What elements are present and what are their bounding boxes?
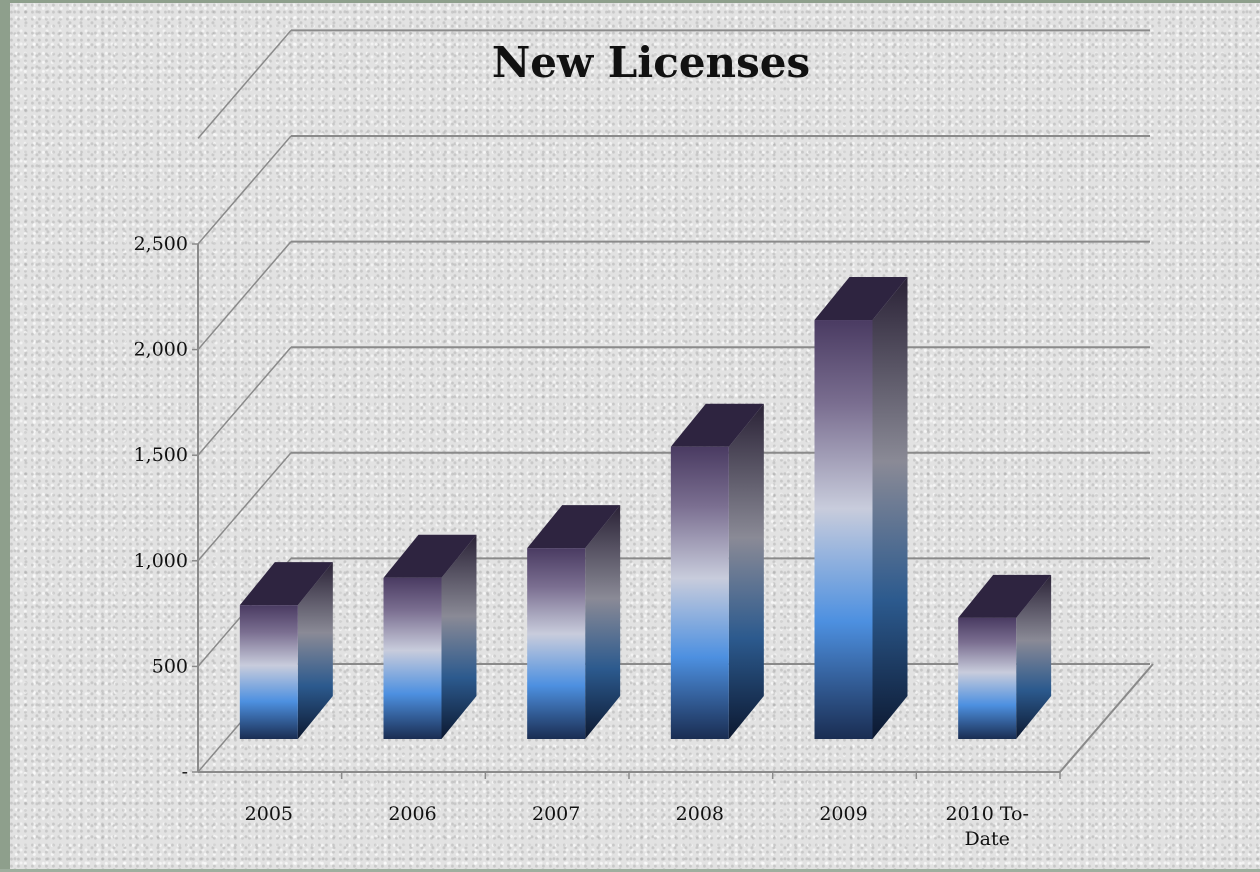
side-gridline: [197, 29, 292, 139]
bars: [239, 277, 1052, 739]
bar-side: [585, 505, 621, 739]
bar-front: [239, 605, 298, 739]
bar: [670, 403, 764, 739]
x-tick-label: 2007: [532, 803, 580, 825]
bar-top: [958, 574, 1052, 618]
bar-front: [958, 617, 1017, 739]
y-tick-label: 1,000: [134, 550, 188, 572]
x-tick-label: 2009: [819, 803, 867, 825]
bar-top: [670, 403, 764, 447]
y-tick-label: -: [182, 761, 188, 783]
bar-side: [872, 277, 908, 739]
bar-top: [239, 562, 333, 606]
y-tick-label: 2,000: [134, 339, 188, 361]
x-tick-label: 2005: [245, 803, 293, 825]
y-tick-label: 2,500: [134, 233, 188, 255]
y-tick-label: 500: [152, 655, 188, 677]
bar: [958, 574, 1052, 739]
x-tick-label: 2008: [676, 803, 724, 825]
bar: [527, 505, 621, 739]
bar-top: [527, 505, 621, 549]
bar-side: [297, 562, 333, 739]
x-tick-label: 2006: [388, 803, 436, 825]
bar-front: [670, 446, 729, 739]
bar: [239, 562, 333, 739]
bar-front: [383, 577, 442, 739]
side-gridline: [197, 135, 292, 245]
bar-side: [728, 403, 764, 739]
side-gridline: [197, 452, 292, 562]
chart-title: New Licenses: [492, 38, 810, 87]
bar-front: [527, 548, 586, 739]
y-axis-labels: - 500 1,000 1,500 2,000 2,500: [134, 233, 188, 783]
floor-edge: [1059, 663, 1154, 773]
side-gridline: [197, 241, 292, 351]
x-tick-label: 2010 To-Date: [945, 803, 1028, 850]
bar-side: [441, 534, 477, 739]
bar-chart: New Licenses - 500 1,000 1,500 2,000 2,500 20…: [134, 29, 1154, 850]
bar-side: [1016, 574, 1052, 739]
bar-front: [814, 320, 873, 739]
bar-top: [814, 277, 908, 321]
bar: [814, 277, 908, 739]
bar: [383, 534, 477, 739]
y-tick-label: 1,500: [134, 444, 188, 466]
bar-top: [383, 534, 477, 578]
side-gridline: [197, 346, 292, 456]
x-axis-labels: 2005 2006 2007 2008 2009 2010 To-Date: [245, 803, 1029, 850]
